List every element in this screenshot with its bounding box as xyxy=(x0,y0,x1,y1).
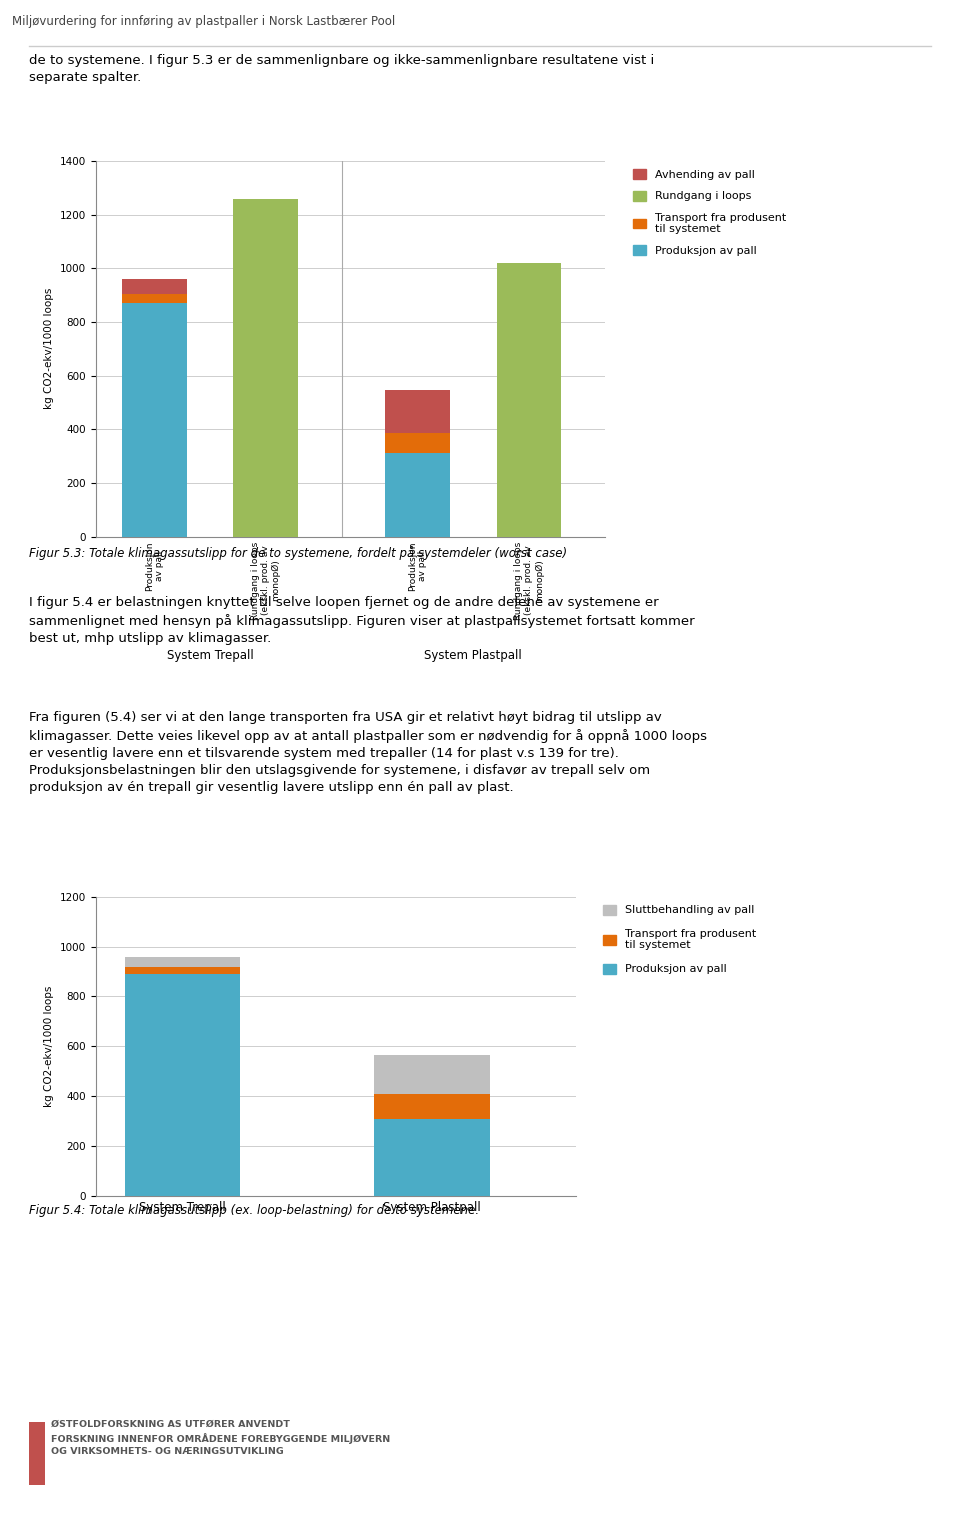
Legend: Sluttbehandling av pall, Transport fra produsent
til systemet, Produksjon av pal: Sluttbehandling av pall, Transport fra p… xyxy=(601,903,758,977)
Bar xyxy=(122,304,186,537)
Bar xyxy=(122,279,186,294)
Text: Miljøvurdering for innføring av plastpaller i Norsk Lastbærer Pool: Miljøvurdering for innføring av plastpal… xyxy=(12,15,395,28)
Text: Figur 5.4: Totale klimagassutslipp (ex. loop-belastning) for de to systemene.: Figur 5.4: Totale klimagassutslipp (ex. … xyxy=(29,1203,479,1217)
Legend: Avhending av pall, Rundgang i loops, Transport fra produsent
til systemet, Produ: Avhending av pall, Rundgang i loops, Tra… xyxy=(631,167,788,258)
Y-axis label: kg CO2-ekv/1000 loops: kg CO2-ekv/1000 loops xyxy=(44,288,55,409)
Text: System Trepall: System Trepall xyxy=(167,650,253,662)
Text: I figur 5.4 er belastningen knyttet til selve loopen fjernet og de andre delene : I figur 5.4 er belastningen knyttet til … xyxy=(29,596,694,645)
Bar xyxy=(122,294,186,304)
Bar xyxy=(386,434,450,454)
Bar xyxy=(374,1119,490,1196)
Bar xyxy=(125,966,240,973)
FancyBboxPatch shape xyxy=(29,1423,45,1485)
Bar xyxy=(386,454,450,537)
Bar xyxy=(125,957,240,966)
Text: Figur 5.3: Totale klimagassutslipp for de to systemene, fordelt på systemdeler (: Figur 5.3: Totale klimagassutslipp for d… xyxy=(29,546,567,560)
Text: ØSTFOLDFORSKNING AS UTFØRER ANVENDT
FORSKNING INNENFOR OMRÅDENE FOREBYGGENDE MIL: ØSTFOLDFORSKNING AS UTFØRER ANVENDT FORS… xyxy=(52,1420,391,1456)
Y-axis label: kg CO2-ekv/1000 loops: kg CO2-ekv/1000 loops xyxy=(44,986,55,1107)
Bar xyxy=(125,973,240,1196)
Bar xyxy=(233,198,298,537)
Bar xyxy=(496,264,561,537)
Text: System Plastpall: System Plastpall xyxy=(424,650,522,662)
Text: Fra figuren (5.4) ser vi at den lange transporten fra USA gir et relativt høyt b: Fra figuren (5.4) ser vi at den lange tr… xyxy=(29,711,707,794)
Text: de to systemene. I figur 5.3 er de sammenlignbare og ikke-sammenlignbare resulta: de to systemene. I figur 5.3 er de samme… xyxy=(29,54,654,84)
Bar xyxy=(374,1055,490,1093)
Bar xyxy=(386,391,450,434)
Bar xyxy=(374,1093,490,1119)
